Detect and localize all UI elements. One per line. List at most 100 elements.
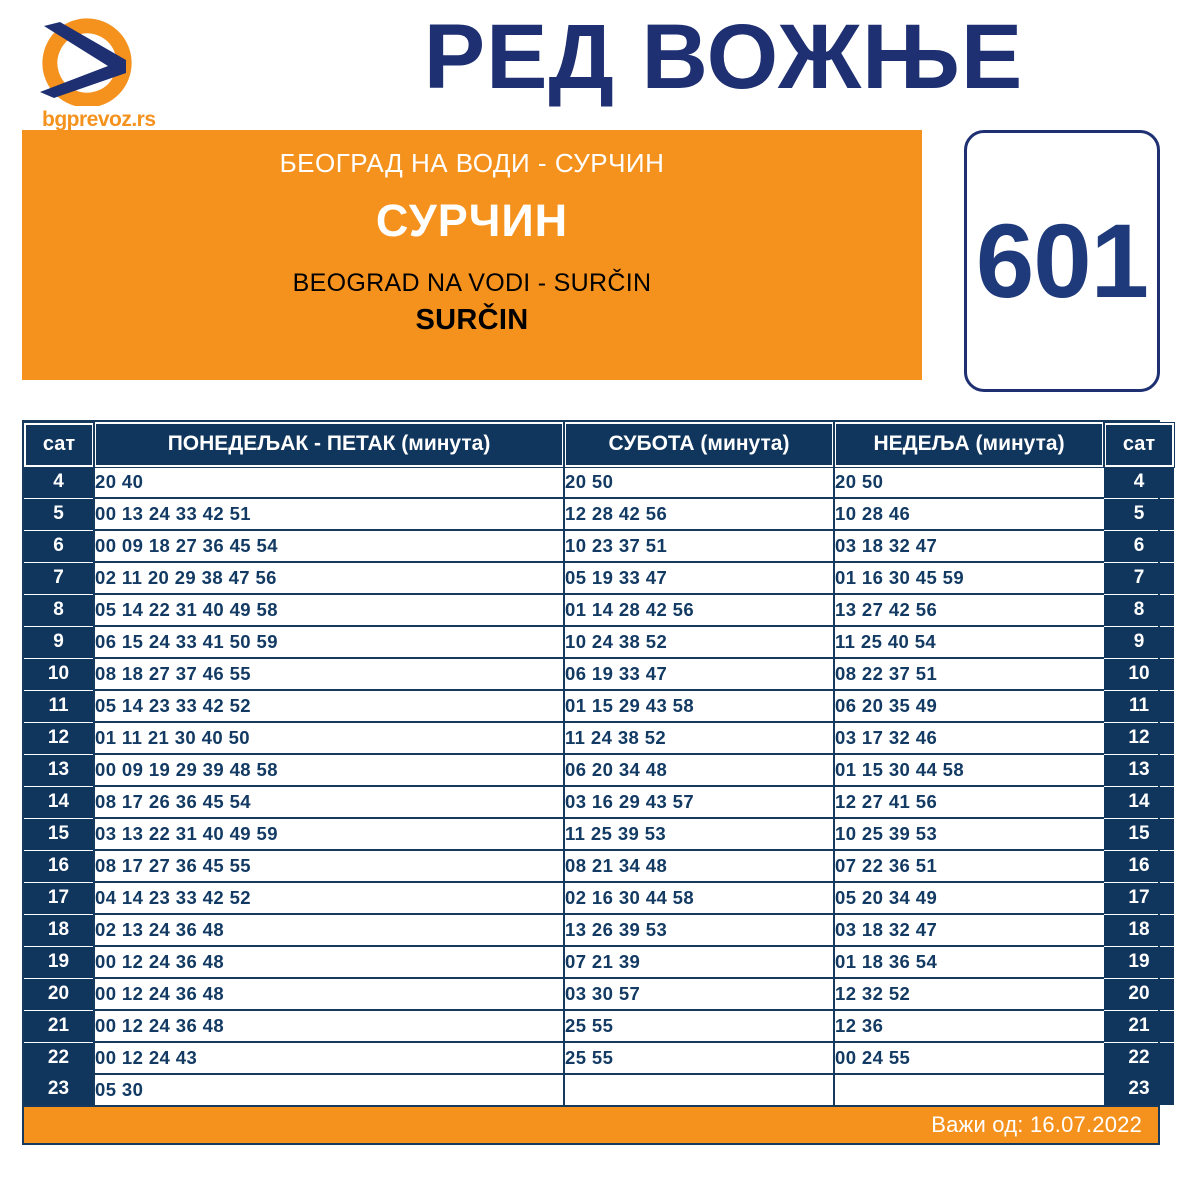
saturday-minutes-cell: 25 55 — [563, 1042, 834, 1075]
sunday-minutes-cell: 20 50 — [833, 467, 1104, 499]
hour-label: 18 — [24, 914, 93, 946]
sunday-minutes-cell: 13 27 42 56 — [833, 594, 1104, 627]
hour-label: 17 — [1104, 882, 1174, 914]
saturday-minutes-cell: 20 50 — [563, 467, 834, 499]
table-row: 12 01 11 21 30 40 50 11 24 38 52 03 17 32 4… — [24, 722, 1174, 755]
brand-site-label: bgprevoz.rs — [42, 108, 156, 131]
hour-cell-left: 18 — [24, 914, 94, 946]
table-row: 23 05 30 23 — [24, 1074, 1174, 1105]
hour-cell-right: 5 — [1104, 498, 1174, 530]
hour-label: 15 — [1104, 818, 1174, 850]
hour-cell-left: 11 — [24, 690, 94, 722]
hour-cell-left: 8 — [24, 594, 94, 626]
hour-cell-left: 15 — [24, 818, 94, 850]
hour-label: 16 — [24, 850, 93, 882]
hour-label: 17 — [24, 882, 93, 914]
bgprevoz-circle-arrow-logo — [30, 18, 150, 108]
saturday-minutes-cell: 01 14 28 42 56 — [563, 594, 834, 627]
destination-cyrillic: СУРЧИН — [375, 195, 569, 246]
table-row: 15 03 13 22 31 40 49 59 11 25 39 53 10 25 3… — [24, 818, 1174, 851]
hour-label: 14 — [1104, 786, 1174, 818]
hour-label: 12 — [24, 722, 93, 754]
hour-cell-right: 12 — [1104, 722, 1174, 754]
line-number: 601 — [975, 202, 1149, 320]
hour-label: 12 — [1104, 722, 1174, 754]
saturday-minutes-cell: 05 19 33 47 — [563, 562, 834, 595]
hour-cell-right: 23 — [1104, 1074, 1174, 1105]
hour-cell-right: 18 — [1104, 914, 1174, 946]
hour-cell-right: 20 — [1104, 978, 1174, 1010]
weekday-minutes-cell: 08 18 27 37 46 55 — [93, 658, 564, 691]
hour-cell-right: 17 — [1104, 882, 1174, 914]
hour-cell-left: 21 — [24, 1010, 94, 1042]
weekday-minutes-cell: 00 09 18 27 36 45 54 — [93, 530, 564, 563]
sunday-minutes-cell: 00 24 55 — [833, 1042, 1104, 1075]
table-row: 7 02 11 20 29 38 47 56 05 19 33 47 01 16 30… — [24, 562, 1174, 595]
saturday-minutes-cell: 06 19 33 47 — [563, 658, 834, 691]
hour-label: 13 — [1104, 754, 1174, 786]
hour-label: 7 — [24, 562, 93, 594]
sunday-minutes-cell: 03 18 32 47 — [833, 914, 1104, 947]
header-saturday: СУБОТА (минута) — [563, 421, 835, 468]
table-row: 19 00 12 24 36 48 07 21 39 01 18 36 54 19 — [24, 946, 1174, 979]
weekday-minutes-cell: 00 13 24 33 42 51 — [93, 498, 564, 531]
header-hour-right-label: сат — [1103, 421, 1175, 468]
saturday-minutes-cell: 25 55 — [563, 1010, 834, 1043]
hour-label: 11 — [24, 690, 93, 722]
hour-label: 9 — [24, 626, 93, 658]
header-hour-left: сат — [23, 421, 95, 468]
header-sunday-label: НЕДЕЉА (минута) — [833, 421, 1105, 468]
weekday-minutes-cell: 02 11 20 29 38 47 56 — [93, 562, 564, 595]
hour-label: 20 — [1104, 978, 1174, 1010]
hour-label: 5 — [24, 498, 93, 530]
table-row: 20 00 12 24 36 48 03 30 57 12 32 52 20 — [24, 978, 1174, 1011]
table-row: 5 00 13 24 33 42 51 12 28 42 56 10 28 46 5 — [24, 498, 1174, 531]
saturday-minutes-cell: 08 21 34 48 — [563, 850, 834, 883]
hour-label: 8 — [24, 594, 93, 626]
hour-label: 15 — [24, 818, 93, 850]
weekday-minutes-cell: 08 17 26 36 45 54 — [93, 786, 564, 819]
table-row: 14 08 17 26 36 45 54 03 16 29 43 57 12 27 4… — [24, 786, 1174, 819]
hour-cell-right: 13 — [1104, 754, 1174, 786]
header-weekdays: ПОНЕДЕЉАК - ПЕТАК (минута) — [93, 421, 565, 468]
sunday-minutes-cell: 12 27 41 56 — [833, 786, 1104, 819]
sunday-minutes-cell: 08 22 37 51 — [833, 658, 1104, 691]
sunday-minutes-cell: 10 28 46 — [833, 498, 1104, 531]
table-header-row: сат ПОНЕДЕЉАК - ПЕТАК (минута) СУБОТА (м… — [23, 421, 1175, 468]
hour-cell-right: 14 — [1104, 786, 1174, 818]
sunday-minutes-cell: 03 18 32 47 — [833, 530, 1104, 563]
sunday-minutes-cell: 01 16 30 45 59 — [833, 562, 1104, 595]
table-row: 21 00 12 24 36 48 25 55 12 36 21 — [24, 1010, 1174, 1043]
table-head: сат ПОНЕДЕЉАК - ПЕТАК (минута) СУБОТА (м… — [23, 421, 1175, 468]
hour-cell-right: 16 — [1104, 850, 1174, 882]
table-row: 13 00 09 19 29 39 48 58 06 20 34 48 01 15 3… — [24, 754, 1174, 787]
saturday-minutes-cell: 10 23 37 51 — [563, 530, 834, 563]
weekday-minutes-cell: 04 14 23 33 42 52 — [93, 882, 564, 915]
schedule-table-wrap: сат ПОНЕДЕЉАК - ПЕТАК (минута) СУБОТА (м… — [22, 420, 1175, 1145]
hour-cell-left: 7 — [24, 562, 94, 594]
saturday-minutes-cell: 06 20 34 48 — [563, 754, 834, 787]
hour-cell-left: 22 — [24, 1042, 94, 1074]
hour-cell-right: 19 — [1104, 946, 1174, 978]
hour-label: 19 — [24, 946, 93, 978]
weekday-minutes-cell: 00 12 24 43 — [93, 1042, 564, 1075]
route-name-cyrillic: БЕОГРАД НА ВОДИ - СУРЧИН — [279, 148, 665, 178]
brand-logo: bgprevoz.rs — [0, 0, 265, 132]
table-row: 6 00 09 18 27 36 45 54 10 23 37 51 03 18 32… — [24, 530, 1174, 563]
hour-label: 7 — [1104, 562, 1174, 594]
table-row: 11 05 14 23 33 42 52 01 15 29 43 58 06 20 3… — [24, 690, 1174, 723]
hour-cell-right: 11 — [1104, 690, 1174, 722]
header-hour-right: сат — [1103, 421, 1175, 468]
hour-label: 9 — [1104, 626, 1174, 658]
header-weekdays-label: ПОНЕДЕЉАК - ПЕТАК (минута) — [93, 421, 565, 468]
saturday-minutes-cell: 11 24 38 52 — [563, 722, 834, 755]
hour-cell-left: 6 — [24, 530, 94, 562]
weekday-minutes-cell: 03 13 22 31 40 49 59 — [93, 818, 564, 851]
valid-from-label: Важи од: 16.07.2022 — [931, 1112, 1142, 1137]
weekday-minutes-cell: 20 40 — [93, 467, 564, 499]
sunday-minutes-cell — [833, 1074, 1104, 1105]
table-row: 8 05 14 22 31 40 49 58 01 14 28 42 56 13 27… — [24, 594, 1174, 627]
hour-cell-left: 19 — [24, 946, 94, 978]
weekday-minutes-cell: 08 17 27 36 45 55 — [93, 850, 564, 883]
sunday-minutes-cell: 12 32 52 — [833, 978, 1104, 1011]
